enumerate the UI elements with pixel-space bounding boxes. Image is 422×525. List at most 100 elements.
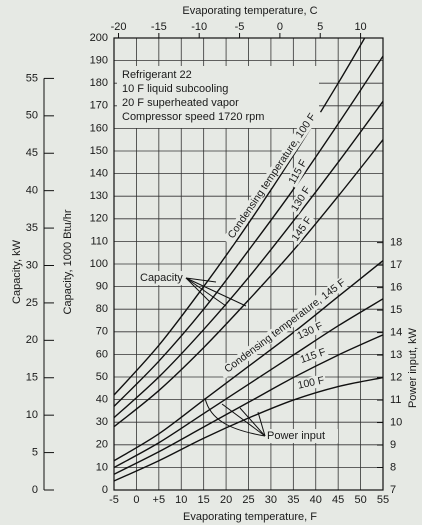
y2-tick-label: 10 bbox=[390, 416, 402, 428]
curve-label-bg bbox=[296, 345, 330, 367]
series-line bbox=[114, 38, 366, 396]
kw-tick-label: 0 bbox=[32, 484, 38, 496]
y2-tick-label: 16 bbox=[390, 282, 402, 294]
top-tick-label: -15 bbox=[151, 21, 167, 33]
y2-tick-label: 12 bbox=[390, 371, 402, 383]
curve-label-bg bbox=[222, 106, 322, 246]
series-line bbox=[114, 139, 383, 428]
y2-tick-label: 17 bbox=[390, 259, 402, 271]
y-tick-label: 110 bbox=[90, 235, 108, 247]
top-tick-label: -10 bbox=[191, 21, 207, 33]
y2-tick-label: 15 bbox=[390, 304, 402, 316]
y-tick-label: 160 bbox=[90, 122, 108, 134]
capacity-label: Capacity bbox=[140, 272, 183, 284]
kw-axis-title: Capacity, kW bbox=[11, 239, 23, 304]
curve-label-bg bbox=[288, 213, 316, 245]
kw-tick-label: 45 bbox=[26, 147, 38, 159]
x-tick-label: 25 bbox=[242, 494, 254, 506]
y-tick-label: 100 bbox=[90, 258, 108, 270]
x-tick-label: 40 bbox=[310, 494, 322, 506]
kw-tick-label: 20 bbox=[26, 334, 38, 346]
x-tick-label: 15 bbox=[198, 494, 210, 506]
y2-tick-label: 13 bbox=[390, 349, 402, 361]
legend-entry: 100 F bbox=[297, 374, 326, 391]
y-tick-label: 130 bbox=[90, 190, 108, 202]
x-axis-title: Evaporating temperature, F bbox=[183, 511, 317, 523]
y-tick-label: 60 bbox=[96, 348, 108, 360]
info-line: Compressor speed 1720 rpm bbox=[122, 111, 264, 123]
top-axis-title: Evaporating temperature, C bbox=[182, 5, 317, 17]
y-tick-label: 90 bbox=[96, 281, 108, 293]
curve-label: 115 F bbox=[296, 345, 330, 367]
kw-tick-label: 40 bbox=[26, 185, 38, 197]
y-tick-label: 150 bbox=[90, 145, 108, 157]
y-tick-label: 10 bbox=[96, 461, 108, 473]
power-arrows bbox=[204, 397, 266, 437]
x-tick-label: 10 bbox=[175, 494, 187, 506]
kw-tick-label: 55 bbox=[26, 72, 38, 84]
series-line bbox=[114, 298, 383, 469]
y-tick-label: 190 bbox=[90, 55, 108, 67]
x-tick-label: 55 bbox=[377, 494, 389, 506]
curve-label-text: 130 F bbox=[289, 184, 313, 213]
y2-tick-label: 9 bbox=[390, 439, 396, 451]
x-tick-label: +5 bbox=[153, 494, 166, 506]
kw-tick-label: 30 bbox=[26, 259, 38, 271]
y-tick-label: 140 bbox=[90, 168, 108, 180]
x-tick-label: 35 bbox=[287, 494, 299, 506]
x-tick-label: 20 bbox=[220, 494, 232, 506]
legend-entry: 130 F bbox=[289, 184, 313, 213]
capacity-arrows bbox=[185, 277, 247, 307]
plot-frame bbox=[113, 37, 384, 491]
top-tick-label: 5 bbox=[317, 21, 323, 33]
curve-label-bg bbox=[295, 374, 327, 392]
info-line: 10 F liquid subcooling bbox=[122, 83, 228, 95]
info-line: Refrigerant 22 bbox=[122, 69, 192, 81]
y-tick-label: 180 bbox=[90, 77, 108, 89]
kw-tick-label: 10 bbox=[26, 409, 38, 421]
y2-axis-title: Power input, kW bbox=[407, 327, 419, 408]
y2-tick-label: 8 bbox=[390, 461, 396, 473]
kw-tick-label: 25 bbox=[26, 297, 38, 309]
x-tick-label: 50 bbox=[354, 494, 366, 506]
y-tick-label: 40 bbox=[96, 394, 108, 406]
info-box bbox=[117, 66, 319, 128]
series-line bbox=[114, 260, 383, 462]
y-tick-label: 0 bbox=[102, 484, 108, 496]
curve-label: 100 F bbox=[295, 374, 327, 392]
top-tick-label: -5 bbox=[235, 21, 245, 33]
y-axis-title: Capacity, 1000 Btu/hr bbox=[62, 209, 74, 314]
y2-tick-label: 14 bbox=[390, 326, 402, 338]
power-label: Power input bbox=[267, 430, 325, 442]
kw-tick-label: 35 bbox=[26, 222, 38, 234]
kw-tick-label: 5 bbox=[32, 446, 38, 458]
curve-label-bg bbox=[287, 183, 315, 215]
curve-label-text: 100 F bbox=[297, 374, 326, 391]
curve-label: Condensing temperature, 145 F bbox=[217, 273, 353, 379]
y2-tick-label: 7 bbox=[390, 484, 396, 496]
series-line bbox=[114, 334, 383, 475]
curve-label-bg bbox=[217, 273, 353, 379]
curve-label-bg bbox=[293, 319, 327, 343]
y-tick-label: 50 bbox=[96, 371, 108, 383]
top-tick-label: -20 bbox=[111, 21, 127, 33]
series-line bbox=[114, 55, 383, 407]
power-label-bg bbox=[264, 429, 338, 443]
curve-label-bg bbox=[285, 156, 311, 188]
x-tick-label: 45 bbox=[332, 494, 344, 506]
y-tick-label: 30 bbox=[96, 416, 108, 428]
y-tick-label: 20 bbox=[96, 439, 108, 451]
y2-tick-label: 11 bbox=[390, 394, 401, 406]
x-tick-label: 0 bbox=[133, 494, 139, 506]
kw-tick-label: 15 bbox=[26, 372, 38, 384]
y-tick-label: 80 bbox=[96, 303, 108, 315]
top-tick-label: 10 bbox=[354, 21, 366, 33]
x-tick-label: 30 bbox=[265, 494, 277, 506]
y2-tick-label: 18 bbox=[390, 237, 402, 249]
y-tick-label: 70 bbox=[96, 326, 108, 338]
series-line bbox=[114, 100, 383, 419]
x-tick-label: -5 bbox=[109, 494, 119, 506]
capacity-label-bg bbox=[137, 271, 188, 285]
kw-tick-label: 50 bbox=[26, 110, 38, 122]
